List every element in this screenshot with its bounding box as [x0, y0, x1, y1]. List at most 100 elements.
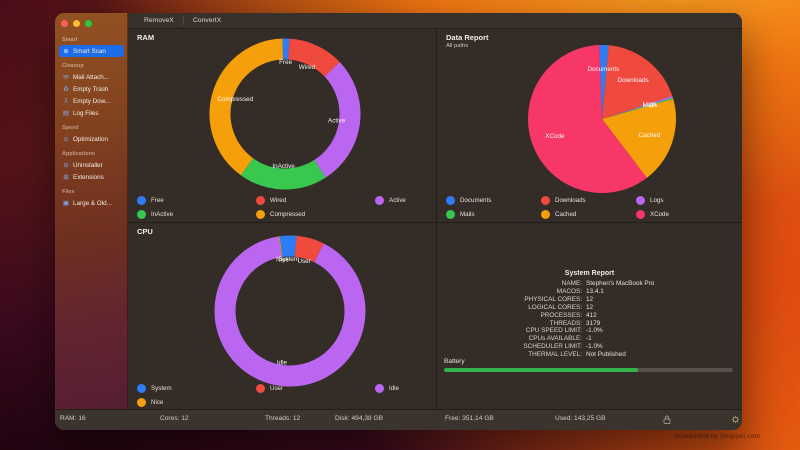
legend-dot [137, 398, 146, 407]
legend-dot [446, 210, 455, 219]
ram-panel: RAM Free Wired Active InActive Compressed Fr… [128, 29, 437, 223]
download-icon: ⇩ [63, 98, 69, 105]
chart-slice-label: Logs [643, 101, 657, 108]
sidebar-item-smart-scan[interactable]: ⊕ Smart Scan [59, 45, 124, 57]
legend-label: System [151, 385, 172, 392]
legend-label: Free [151, 197, 164, 204]
data-report-title: Data Report [446, 33, 489, 42]
legend-label: Wired [270, 197, 287, 204]
sidebar-item-empty-trash[interactable]: ♻ Empty Trash [59, 83, 124, 95]
battery-label: Battery [444, 358, 465, 365]
chart-slice-label: Downloads [618, 77, 649, 84]
sidebar-item-large-old-files[interactable]: ▣ Large & Old... [59, 197, 124, 209]
legend-label: Downloads [555, 197, 586, 204]
report-label: THERMAL LEVEL: [528, 351, 582, 359]
legend-item-wired: Wired [256, 196, 375, 205]
sidebar-item-label: Smart Scan [73, 47, 106, 55]
chart-slice-label: System [278, 256, 299, 263]
app-window: Smart ⊕ Smart Scan Cleanup ✉ Mail Attach… [55, 13, 742, 430]
tab-removex[interactable]: RemoveX [144, 17, 174, 24]
data-report-panel: Data Report All paths Documents Downloads… [437, 29, 742, 223]
minimize-button[interactable] [73, 20, 80, 27]
legend-label: Idle [389, 385, 399, 392]
sidebar-item-label: Large & Old... [73, 199, 112, 207]
data-report-legend: Documents Downloads Logs Mails Cached XCode [446, 196, 731, 219]
system-report-table: NAME: Stephen's MacBook Pro MACOS: 13.4.1 … [437, 280, 742, 359]
sidebar-section-applications: Applications [62, 151, 96, 157]
legend-item-nice: Nice [137, 398, 256, 407]
chart-slice-inactive [240, 157, 326, 190]
chart-slice-label: Compressed [217, 96, 253, 103]
report-value: 12 [586, 303, 594, 311]
legend-label: Compressed [270, 211, 306, 218]
report-label: CPUs AVAILABLE: [528, 335, 582, 343]
data-report-subtitle: All paths [446, 43, 469, 49]
report-label: LOGICAL CORES: [528, 303, 582, 311]
report-value: 3179 [586, 319, 601, 327]
status-used: Used: 143,25 GB [555, 415, 606, 422]
ram-donut-chart: Free Wired Active InActive Compressed [200, 29, 370, 199]
report-label: NAME: [561, 280, 582, 287]
data-report-pie-chart: Documents Downloads Logs Mails Cached XCode [522, 39, 682, 199]
folder-icon: ▣ [62, 200, 70, 207]
watermark: Screenshot by Xnapper.com [674, 433, 760, 440]
chart-slice-label: User [297, 258, 310, 265]
legend-dot [541, 196, 550, 205]
optimization-icon: ⊙ [63, 136, 69, 143]
status-ram: RAM: 16 [60, 415, 86, 422]
close-button[interactable] [61, 20, 68, 27]
report-value: -1.0% [586, 327, 603, 335]
log-file-icon: ▤ [62, 110, 70, 117]
report-label: MACOS: [556, 287, 582, 295]
sidebar-item-log-files[interactable]: ▤ Log Files [59, 107, 124, 119]
report-label: PROCESSES: [540, 311, 582, 319]
battery-bar [444, 368, 733, 372]
legend-dot [636, 196, 645, 205]
legend-dot [375, 384, 384, 393]
legend-dot [541, 210, 550, 219]
tab-convertx[interactable]: ConvertX [192, 17, 222, 24]
status-free: Free: 351,14 GB [445, 415, 494, 422]
chart-slice-downloads [602, 45, 673, 119]
status-bar: RAM: 16 Cores: 12 Threads: 12 Disk: 494,… [55, 409, 742, 430]
legend-label: User [270, 385, 284, 392]
chart-slice-label: Free [279, 59, 292, 66]
sidebar-item-mail-attachments[interactable]: ✉ Mail Attach... [59, 71, 124, 83]
legend-label: Active [389, 197, 406, 204]
legend-dot [636, 210, 645, 219]
smart-scan-icon: ⊕ [63, 48, 69, 55]
sidebar-item-empty-downloads[interactable]: ⇩ Empty Dow... [59, 95, 124, 107]
maximize-button[interactable] [85, 20, 92, 27]
legend-item-user: User [256, 384, 375, 393]
chart-slice-label: XCode [545, 133, 565, 140]
legend-dot [256, 210, 265, 219]
legend-label: XCode [650, 211, 669, 218]
status-threads: Threads: 12 [265, 415, 301, 422]
sidebar-item-extensions[interactable]: ⊞ Extensions [59, 171, 124, 183]
lock-icon [663, 415, 671, 424]
system-report-title: System Report [564, 270, 615, 277]
system-report-panel: System Report NAME: Stephen's MacBook Pro… [437, 223, 742, 410]
uninstaller-icon: ⊖ [63, 162, 69, 169]
sidebar: Smart ⊕ Smart Scan Cleanup ✉ Mail Attach… [55, 13, 128, 410]
ram-legend: Free Wired Active InActive Compressed [137, 196, 494, 219]
legend-item-logs: Logs [636, 196, 731, 205]
report-value: Not Published [586, 351, 626, 359]
sidebar-section-smart: Smart [62, 37, 78, 43]
legend-item-system: System [137, 384, 256, 393]
dashboard-grid: RAM Free Wired Active InActive Compressed Fr… [128, 29, 742, 410]
legend-item-idle: Idle [375, 384, 494, 393]
sidebar-item-label: Log Files [73, 109, 99, 117]
sidebar-item-label: Empty Trash [73, 85, 109, 93]
sidebar-item-uninstaller[interactable]: ⊖ Uninstaller [59, 159, 124, 171]
report-label: PHYSICAL CORES: [524, 295, 582, 303]
tab-divider [182, 16, 184, 25]
report-value: -1 [586, 335, 592, 343]
chart-slice-xcode [528, 45, 647, 194]
chart-slice-documents [599, 45, 609, 119]
sidebar-item-optimization[interactable]: ⊙ Optimization [59, 133, 124, 145]
legend-item-cached: Cached [541, 210, 636, 219]
legend-dot [375, 196, 384, 205]
ram-panel-title: RAM [137, 33, 155, 42]
